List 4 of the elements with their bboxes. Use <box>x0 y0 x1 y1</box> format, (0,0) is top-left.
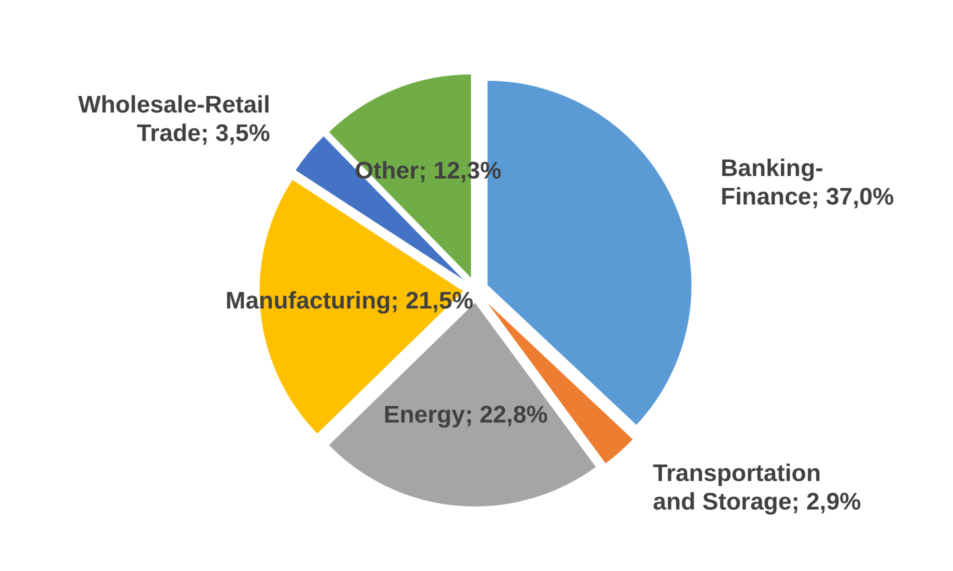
slice-label: Banking-Finance; 37,0% <box>720 155 894 211</box>
slice-label: Transportation and Storage; 2,9% <box>652 460 861 516</box>
slice-label: Energy; 22,8% <box>384 402 548 430</box>
slice-label: Wholesale-Retail Trade; 3,5% <box>78 92 270 148</box>
